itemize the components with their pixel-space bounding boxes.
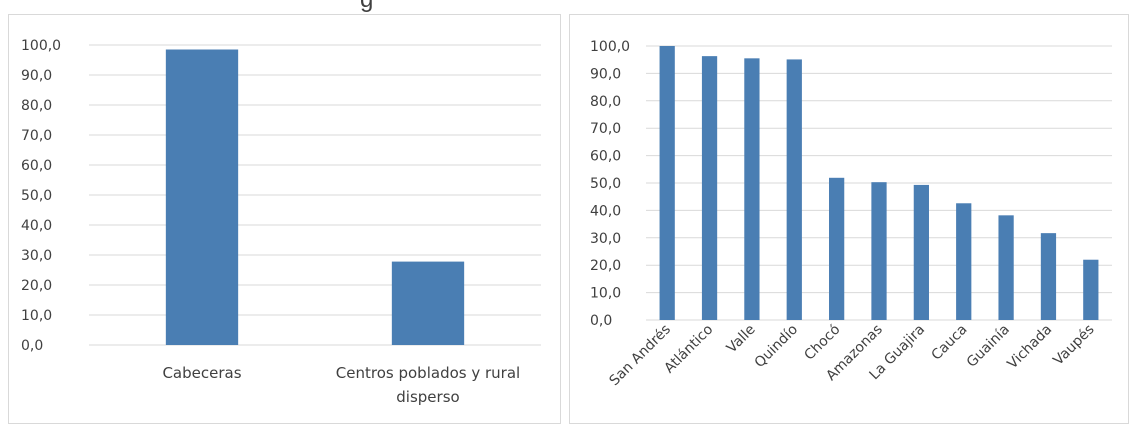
x-category-label: Valle: [724, 322, 759, 357]
bar: [871, 182, 887, 320]
chart-panel-right: 0,0 10,0 20,0 30,0 40,0 50,0 60,0 70,0 80,0 90,0 1…: [569, 14, 1129, 424]
bar: [165, 49, 239, 345]
bar: [391, 261, 465, 345]
y-tick-label: 70,0: [590, 121, 621, 137]
y-tick-label: 30,0: [590, 231, 621, 247]
y-tick-label: 20,0: [21, 278, 52, 294]
bar: [659, 46, 675, 320]
y-tick-label: 60,0: [590, 149, 621, 165]
bar: [998, 215, 1014, 320]
y-tick-label: 90,0: [21, 68, 52, 84]
bar: [913, 184, 929, 320]
bar: [956, 203, 972, 320]
bar: [701, 56, 718, 320]
y-tick-label: 40,0: [590, 203, 621, 219]
y-tick-label: 70,0: [21, 128, 52, 144]
x-category-label: Vichada: [1005, 322, 1056, 373]
x-category-label: Cabeceras: [162, 364, 241, 382]
y-tick-label: 60,0: [21, 158, 52, 174]
y-tick-label: 100,0: [21, 38, 61, 54]
bar: [829, 177, 845, 320]
y-tick-label: 40,0: [21, 218, 52, 234]
bar: [1040, 233, 1057, 320]
y-tick-label: 10,0: [590, 286, 621, 302]
y-tick-label: 20,0: [590, 258, 621, 274]
y-tick-label: 0,0: [21, 338, 43, 354]
bar: [744, 58, 760, 321]
chart-panel-left: 0,0 10,0 20,0 30,0 40,0 50,0 60,0 70,0 80,0 90,0 1…: [8, 14, 561, 424]
y-tick-label: 80,0: [590, 94, 621, 110]
x-category-label: Chocó: [801, 322, 843, 364]
y-tick-label: 30,0: [21, 248, 52, 264]
y-tick-label: 90,0: [590, 66, 621, 82]
chart-left-svg: 0,0 10,0 20,0 30,0 40,0 50,0 60,0 70,0 80,0 90,0 1…: [21, 38, 541, 406]
y-tick-label: 100,0: [590, 39, 630, 55]
x-category-label: Centros poblados y rural: [336, 364, 520, 382]
y-tick-label: 80,0: [21, 98, 52, 114]
y-tick-label: 10,0: [21, 308, 52, 324]
bar: [786, 59, 802, 321]
y-tick-label: 50,0: [21, 188, 52, 204]
x-category-label: Cauca: [928, 322, 970, 364]
x-category-label: disperso: [396, 388, 459, 406]
x-category-label: San Andrés: [606, 322, 674, 390]
chart-right-svg: 0,0 10,0 20,0 30,0 40,0 50,0 60,0 70,0 80,0 90,0 1…: [590, 39, 1112, 390]
x-category-label: Vaupés: [1050, 322, 1097, 369]
y-tick-label: 0,0: [590, 313, 612, 329]
bar: [1083, 259, 1099, 320]
y-tick-label: 50,0: [590, 176, 621, 192]
cut-off-title-fragment: g: [360, 0, 373, 14]
x-category-label: Quindío: [752, 322, 801, 371]
